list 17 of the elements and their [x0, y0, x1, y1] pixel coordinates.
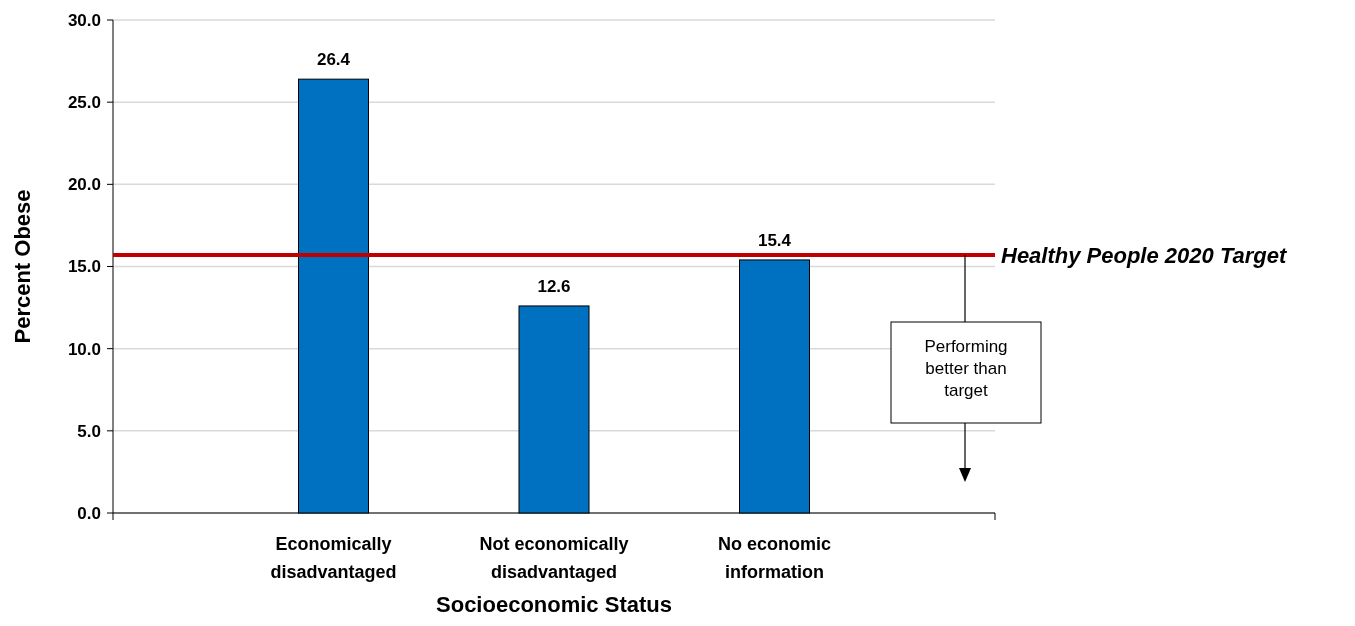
y-tick-label: 20.0: [67, 175, 101, 195]
y-tick-label: 15.0: [67, 257, 101, 277]
x-axis-title: Socioeconomic Status: [436, 592, 672, 617]
x-tick-label: Economically disadvantaged: [270, 534, 397, 582]
y-tick-label: 10.0: [67, 339, 101, 359]
ref-line-label: Healthy People 2020 Target: [1001, 242, 1288, 268]
y-tick-label: 25.0: [67, 93, 101, 113]
annotation: Performing better than target: [924, 337, 1008, 400]
y-tick-label: 30.0: [67, 10, 101, 30]
data-label: 12.6: [537, 276, 571, 296]
x-tick-label: No economic information: [717, 534, 832, 582]
x-tick-label: Not economically disadvantaged: [479, 534, 629, 582]
data-label: 26.4: [316, 50, 351, 70]
y-tick-label: 5.0: [77, 421, 101, 441]
data-label: 15.4: [757, 230, 792, 250]
y-axis-title: Percent Obese: [10, 189, 35, 344]
y-tick-label: 0.0: [77, 503, 101, 523]
